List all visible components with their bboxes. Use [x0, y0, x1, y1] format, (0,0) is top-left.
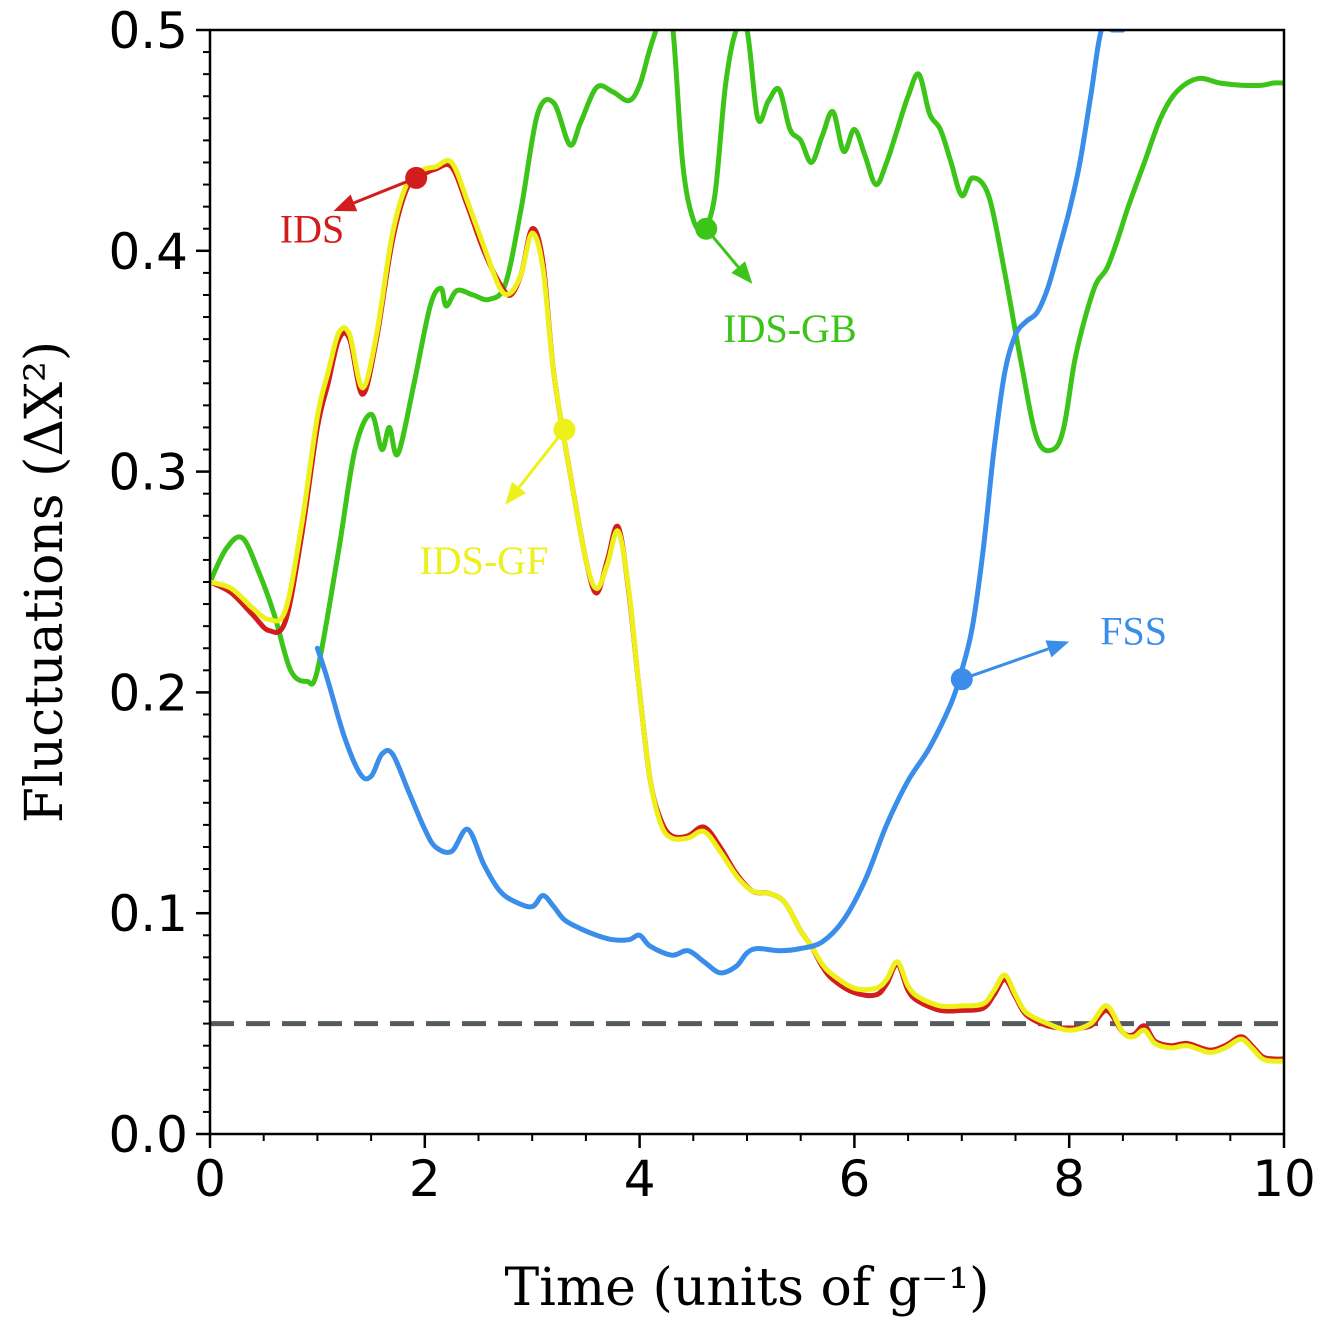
annotation-arrow-ids-gf	[517, 428, 566, 489]
annotation-marker-ids-gb	[695, 217, 718, 240]
annotation-arrowhead-fss	[1045, 640, 1070, 658]
y-tick-label: 0.4	[108, 223, 188, 281]
annotation-arrowhead-ids-gb	[731, 261, 753, 284]
annotation-arrow-fss	[961, 647, 1049, 681]
x-tick-label: 2	[409, 1150, 441, 1208]
y-tick-label: 0.0	[108, 1106, 188, 1164]
annotation-marker-ids-gf	[553, 418, 576, 441]
x-tick-label: 6	[838, 1150, 870, 1208]
series-label-ids: IDS	[280, 207, 344, 252]
x-tick-label: 8	[1053, 1150, 1085, 1208]
series-label-ids-gf: IDS-GF	[419, 538, 548, 583]
x-tick-label: 4	[624, 1150, 656, 1208]
series-line-fss	[314, 30, 1126, 976]
annotation-marker-ids	[405, 166, 428, 189]
y-tick-label: 0.3	[108, 444, 188, 502]
y-axis-title: Fluctuations (ΔX²)	[15, 341, 75, 823]
x-axis-title: Time (units of g⁻¹)	[505, 1258, 990, 1318]
y-tick-label: 0.5	[108, 2, 188, 60]
annotation-marker-fss	[950, 668, 973, 691]
x-tick-label: 10	[1252, 1150, 1316, 1208]
y-tick-label: 0.2	[108, 664, 188, 722]
series-line-ids-gf	[210, 158, 1284, 1064]
y-tick-label: 0.1	[108, 885, 188, 943]
x-tick-label: 0	[194, 1150, 226, 1208]
annotation-arrow-ids	[353, 176, 417, 205]
annotation-arrowhead-ids-gf	[505, 481, 527, 505]
annotation-arrowhead-ids	[333, 194, 358, 212]
series-label-ids-gb: IDS-GB	[723, 306, 856, 351]
series-line-ids-gb	[210, 30, 1284, 687]
series-label-fss: FSS	[1100, 609, 1167, 654]
